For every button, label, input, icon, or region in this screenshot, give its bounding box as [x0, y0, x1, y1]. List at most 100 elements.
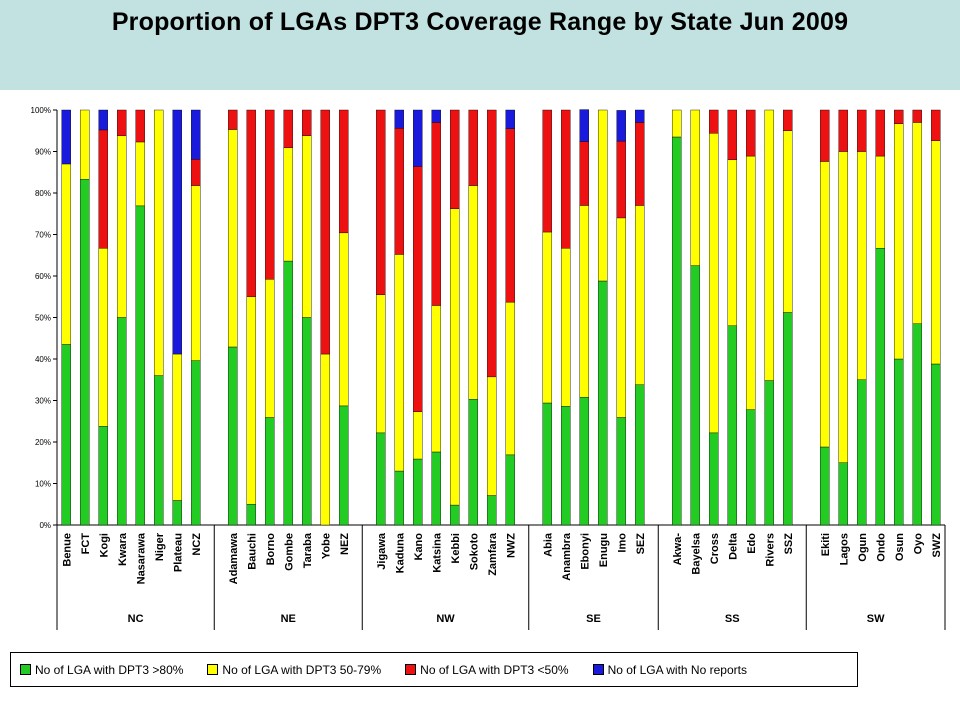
bar-segment [561, 247, 571, 407]
x-category-label: Adamawa [228, 532, 240, 584]
bar-segment [857, 151, 867, 380]
bar-segment [579, 205, 589, 398]
bar-segment [838, 151, 848, 463]
legend-item: No of LGA with DPT3 >80% [20, 663, 183, 677]
bar-segment [746, 155, 756, 410]
bar-segment [727, 325, 737, 526]
bar-segment [709, 432, 719, 526]
x-category-label: Kebbi [450, 533, 462, 564]
bar-segment [246, 296, 256, 505]
y-tick-label: 20% [35, 438, 51, 447]
x-category-label: Kano [413, 533, 425, 561]
bar-segment [135, 205, 145, 526]
bar-segment [117, 135, 127, 318]
bar-segment [413, 166, 423, 412]
legend-label: No of LGA with DPT3 <50% [420, 662, 569, 677]
x-category-label: Imo [616, 533, 628, 553]
group-label: SE [586, 613, 601, 625]
bar-segment [746, 409, 756, 526]
bar-segment [912, 109, 922, 123]
bar-segment [487, 109, 497, 378]
x-category-label: Plateau [172, 533, 184, 572]
bar-segment [135, 109, 145, 143]
bar-segment [635, 384, 645, 526]
bar-segment [376, 294, 386, 434]
bar-segment [413, 109, 423, 167]
x-category-label: Cross [709, 533, 721, 564]
bar-segment [450, 109, 460, 209]
bar-segment [431, 122, 441, 306]
bar-segment [468, 109, 478, 186]
bar-segment [394, 254, 404, 472]
bar-segment [709, 133, 719, 434]
bar-segment [561, 406, 571, 526]
y-tick-label: 60% [35, 272, 51, 281]
bar-segment [783, 130, 793, 313]
bar-segment [857, 379, 867, 526]
bar-segment [912, 323, 922, 526]
bar-segment [820, 446, 830, 526]
bar-segment [172, 500, 182, 526]
bar-segment [98, 426, 108, 526]
bar-segment [912, 122, 922, 324]
bar-segment [339, 109, 349, 234]
y-tick-label: 100% [31, 106, 51, 115]
x-category-label: Abia [542, 532, 554, 557]
x-category-label: Zamfara [487, 532, 499, 576]
bar-segment [894, 358, 904, 526]
bar-segment [783, 109, 793, 131]
bar-segment [894, 109, 904, 124]
bar-segment [505, 454, 515, 526]
x-category-label: Niger [154, 532, 166, 561]
x-category-label: Kaduna [394, 532, 406, 573]
bar-segment [117, 109, 127, 136]
x-category-label: Sokoto [468, 533, 480, 571]
bar-segment [598, 280, 608, 526]
bar-segment [616, 140, 626, 219]
bar-segment [450, 504, 460, 526]
bar-segment [302, 135, 312, 318]
bar-segment [487, 495, 497, 526]
bar-segment [783, 312, 793, 526]
x-category-label: Delta [727, 532, 739, 560]
x-category-label: SSZ [783, 533, 795, 555]
bar-segment [172, 353, 182, 501]
bar-segment [450, 208, 460, 506]
bar-segment [283, 147, 293, 262]
bar-segment [616, 217, 626, 418]
bar-segment [431, 109, 441, 123]
bar-segment [246, 109, 256, 297]
bar-segment [672, 136, 682, 526]
bar-segment [875, 247, 885, 526]
x-category-label: FCT [80, 533, 92, 555]
bar-segment [468, 185, 478, 400]
bar-segment [191, 159, 201, 186]
bar-segment [616, 110, 626, 142]
chart-title: Proportion of LGAs DPT3 Coverage Range b… [111, 8, 849, 36]
bar-segment [98, 129, 108, 249]
bar-segment [727, 159, 737, 327]
x-category-label: SWZ [931, 533, 943, 558]
bar-segment [339, 232, 349, 407]
bar-segment [228, 346, 238, 526]
bar-segment [561, 109, 571, 249]
bar-segment [579, 141, 589, 206]
x-category-label: Enugu [598, 533, 610, 567]
bar-segment [838, 109, 848, 152]
x-category-label: Kwara [117, 532, 129, 566]
x-category-label: Gombe [283, 533, 295, 571]
bar-segment [468, 399, 478, 526]
x-category-label: Yobe [320, 533, 332, 559]
bar-segment [672, 109, 682, 138]
bar-segment [635, 109, 645, 123]
bar-segment [228, 129, 238, 348]
legend-label: No of LGA with No reports [607, 662, 747, 677]
bar-segment [413, 458, 423, 526]
bar-segment [61, 109, 71, 165]
bar-segment [931, 140, 941, 365]
bar-segment [931, 363, 941, 526]
bar-segment [61, 344, 71, 526]
bar-segment [376, 432, 386, 526]
x-category-label: Benue [61, 533, 73, 567]
bar-segment [838, 462, 848, 526]
